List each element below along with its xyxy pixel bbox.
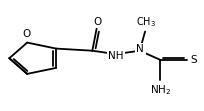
Text: CH$_3$: CH$_3$ — [136, 15, 156, 29]
Text: NH: NH — [108, 51, 124, 61]
Text: N: N — [136, 44, 144, 54]
Text: S: S — [191, 55, 197, 65]
Text: NH$_2$: NH$_2$ — [150, 83, 171, 97]
Text: O: O — [94, 17, 102, 27]
Text: O: O — [22, 29, 30, 39]
